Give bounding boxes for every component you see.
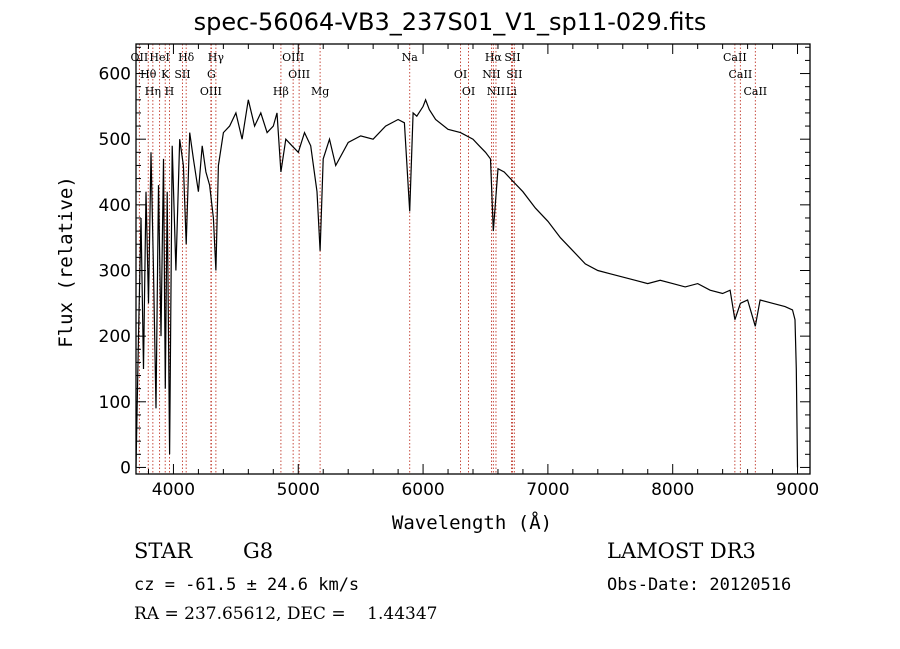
y-tick-label-0: 0 xyxy=(120,458,131,478)
y-axis-label: Flux (relative) xyxy=(55,176,77,348)
x-tick-label-6000: 6000 xyxy=(401,480,444,500)
chart-title: spec-56064-VB3_237S01_V1_sp11-029.fits xyxy=(193,8,707,36)
spectrum-series-0 xyxy=(135,98,799,468)
line-marker-label-12: OIII xyxy=(282,51,304,64)
line-marker-label-20: NII xyxy=(487,85,505,98)
x-tick-label-5000: 5000 xyxy=(277,480,320,500)
line-marker-label-9: Hγ xyxy=(208,51,225,64)
y-tick-label-200: 200 xyxy=(99,327,131,347)
line-marker-label-10: G xyxy=(207,68,216,81)
line-marker-label-6: Hδ xyxy=(178,51,195,64)
x-tick-label-8000: 8000 xyxy=(651,480,694,500)
line-marker-label-2: Hη xyxy=(145,85,161,98)
line-marker-label-16: OI xyxy=(454,68,467,81)
line-marker-label-26: CaII xyxy=(743,85,767,98)
plot-frame xyxy=(135,43,811,475)
x-axis-label: Wavelength (Å) xyxy=(391,512,553,534)
redshift-velocity: cz = -61.5 ± 24.6 km/s xyxy=(134,575,360,595)
y-tick-label-400: 400 xyxy=(99,196,131,216)
x-tick-label-4000: 4000 xyxy=(152,480,195,500)
spectral-subclass: G8 xyxy=(243,539,274,563)
line-marker-label-7: SII xyxy=(174,68,190,81)
line-marker-label-3: HeI xyxy=(149,51,169,64)
line-marker-label-23: Li xyxy=(506,85,517,98)
line-marker-label-21: SII xyxy=(504,51,520,64)
line-marker-label-8: OIII xyxy=(200,85,222,98)
x-tick-label-7000: 7000 xyxy=(526,480,569,500)
survey-name: LAMOST DR3 xyxy=(607,539,756,563)
line-marker-label-25: CaII xyxy=(729,68,753,81)
y-tick-label-100: 100 xyxy=(99,393,131,413)
object-class: STAR xyxy=(134,539,193,563)
line-marker-label-14: Mg xyxy=(311,85,329,98)
y-tick-label-300: 300 xyxy=(99,261,131,281)
line-marker-label-5: H xyxy=(165,85,175,98)
x-tick-label-9000: 9000 xyxy=(776,480,819,500)
line-marker-label-19: NII xyxy=(482,68,500,81)
line-marker-label-0: OII xyxy=(131,51,149,64)
line-marker-label-24: CaII xyxy=(723,51,747,64)
observation-date: Obs-Date: 20120516 xyxy=(607,575,792,595)
line-marker-label-17: OI xyxy=(462,85,475,98)
line-marker-label-15: Na xyxy=(402,51,419,64)
line-marker-label-4: K xyxy=(161,68,170,81)
y-tick-label-500: 500 xyxy=(99,130,131,150)
line-marker-label-11: Hβ xyxy=(273,85,289,98)
line-marker-label-13: OIII xyxy=(288,68,310,81)
line-marker-label-1: Hθ xyxy=(140,68,157,81)
y-tick-label-600: 600 xyxy=(99,65,131,85)
coordinates: RA = 237.65612, DEC = 1.44347 xyxy=(134,604,438,624)
line-marker-label-18: Hα xyxy=(485,51,503,64)
line-marker-label-22: SII xyxy=(506,68,522,81)
